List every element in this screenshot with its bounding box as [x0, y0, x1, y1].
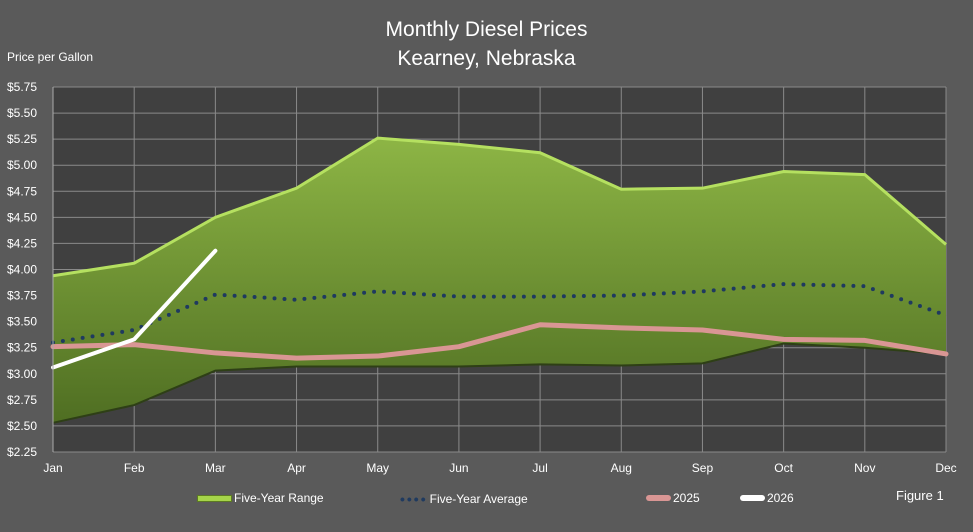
legend-item-2026: 2026	[740, 491, 794, 505]
x-tick-label: Jun	[449, 461, 468, 475]
legend-item-2025: 2025	[646, 491, 700, 505]
legend-label: Five-Year Range	[234, 491, 324, 505]
x-tick-label: Oct	[774, 461, 793, 475]
five-year-range-low-edge	[52, 342, 947, 424]
y-tick-label: $4.25	[7, 236, 37, 250]
x-tick-label: Aug	[611, 461, 632, 475]
y-axis-label: Price per Gallon	[7, 50, 94, 64]
legend-label: 2026	[767, 491, 794, 505]
legend-item-range: Five-Year Range	[197, 491, 324, 505]
chart-title: Monthly Diesel Prices	[385, 18, 588, 41]
x-tick-label: Jan	[43, 461, 62, 475]
y-tick-label: $2.75	[7, 393, 37, 407]
y-tick-label: $5.25	[7, 132, 37, 146]
legend-item-average: •••• Five-Year Average	[400, 491, 528, 507]
series-line-2025	[50, 322, 949, 361]
y-tick-label: $2.50	[7, 419, 37, 433]
x-tick-label: Sep	[692, 461, 714, 475]
figure-label: Figure 1	[896, 488, 944, 503]
chart-subtitle: Kearney, Nebraska	[397, 47, 576, 70]
x-tick-label: May	[366, 461, 389, 475]
y-tick-label: $5.00	[7, 158, 37, 172]
y-tick-label: $3.25	[7, 341, 37, 355]
x-tick-label: Dec	[935, 461, 956, 475]
y-tick-label: $4.50	[7, 210, 37, 224]
y-tick-label: $2.25	[7, 445, 37, 459]
y-tick-label: $4.00	[7, 263, 37, 277]
five-year-range-high-edge	[52, 136, 947, 278]
x-tick-label: Mar	[205, 461, 226, 475]
x-tick-label: Apr	[287, 461, 306, 475]
y-tick-label: $4.75	[7, 184, 37, 198]
legend-label: Five-Year Average	[429, 492, 528, 506]
legend-label: 2025	[673, 491, 700, 505]
x-tick-label: Nov	[854, 461, 875, 475]
five-year-range-area	[53, 138, 946, 423]
y-tick-label: $5.75	[7, 80, 37, 94]
y-tick-label: $3.50	[7, 315, 37, 329]
y-tick-label: $3.75	[7, 289, 37, 303]
y-tick-label: $3.00	[7, 367, 37, 381]
y-tick-label: $5.50	[7, 106, 37, 120]
x-tick-label: Feb	[124, 461, 145, 475]
x-tick-label: Jul	[532, 461, 547, 475]
